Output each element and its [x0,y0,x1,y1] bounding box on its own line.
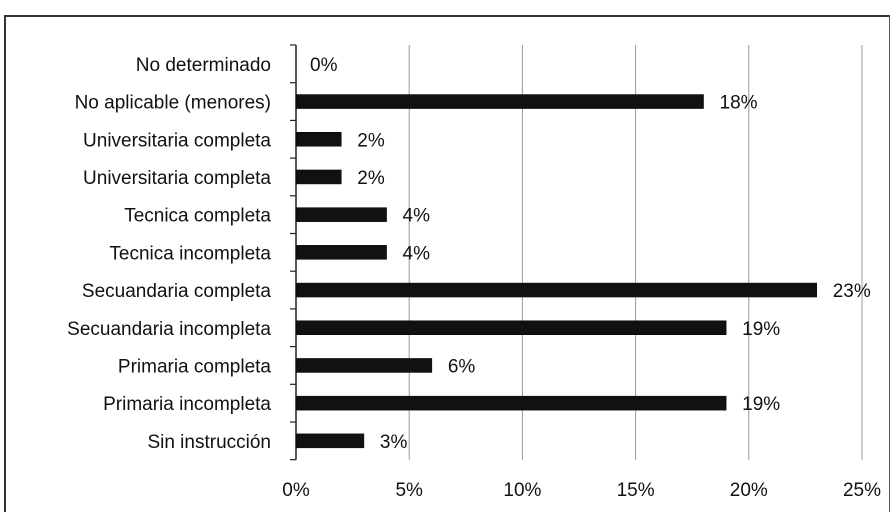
category-label: Sin instrucción [147,432,271,453]
bar [295,395,727,411]
category-label: Tecnica incompleta [109,243,271,264]
chart-frame [4,15,890,512]
data-label: 23% [833,281,871,302]
x-tick-label: 0% [282,480,310,501]
bar [295,169,342,185]
data-label: 2% [357,130,385,151]
bar [295,358,433,373]
data-label: 3% [380,432,408,453]
bar [295,282,817,298]
x-tick-label: 10% [503,480,541,501]
category-label: No aplicable (menores) [75,93,271,114]
x-tick-label: 15% [617,480,655,501]
category-label: Universitaria completa [83,168,271,189]
bar [295,320,727,335]
bar [295,433,365,449]
data-label: 2% [357,168,385,189]
bar [295,245,387,260]
category-label: No determinado [136,55,271,76]
category-label: Secuandaria incompleta [67,319,271,340]
category-label: Tecnica completa [124,206,271,227]
data-label: 6% [448,356,476,377]
bar [295,132,342,147]
bar [295,94,704,109]
data-label: 0% [310,55,338,76]
x-tick-label: 25% [843,480,881,501]
category-label: Primaria completa [118,356,272,377]
data-label: 4% [403,206,431,227]
category-label: Primaria incompleta [103,394,271,415]
data-label: 19% [742,394,780,415]
x-tick-label: 20% [730,480,768,501]
data-label: 19% [742,319,780,340]
category-label: Universitaria completa [83,130,271,151]
data-label: 18% [720,93,758,114]
data-label: 4% [403,243,431,264]
bar [295,207,387,222]
category-label: Secuandaria completa [82,281,271,302]
x-tick-label: 5% [395,480,423,501]
